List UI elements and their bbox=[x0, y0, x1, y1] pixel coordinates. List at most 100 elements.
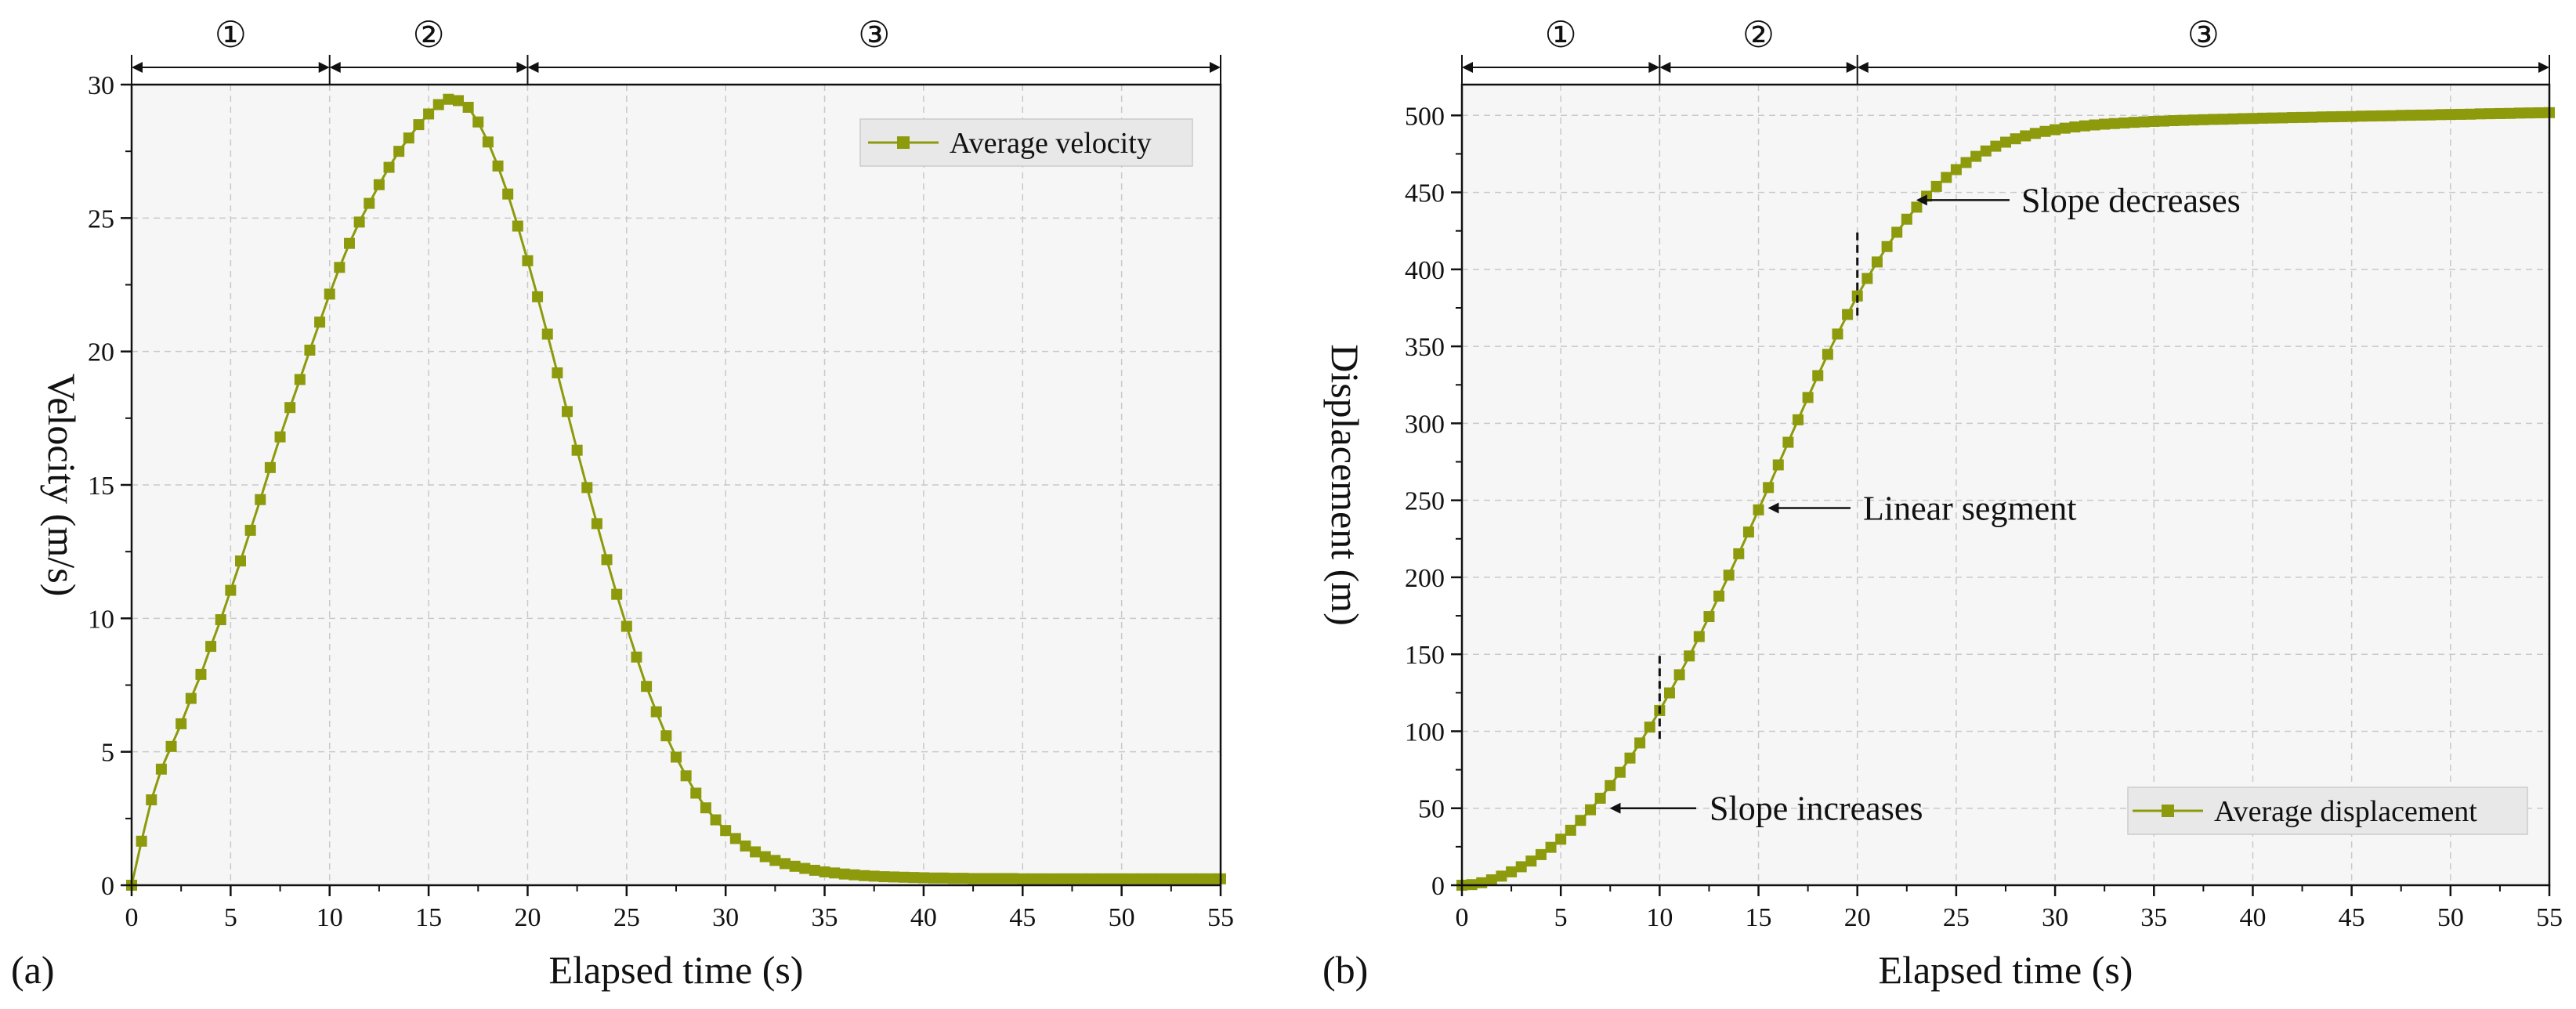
data-point bbox=[155, 763, 167, 775]
data-point bbox=[2227, 113, 2239, 125]
data-point bbox=[898, 871, 910, 883]
y-tick-label: 300 bbox=[1405, 410, 1445, 439]
y-tick-label: 100 bbox=[1405, 718, 1445, 747]
data-point bbox=[928, 872, 939, 884]
data-point bbox=[1165, 873, 1177, 884]
data-point bbox=[957, 873, 969, 884]
data-point bbox=[2217, 114, 2229, 125]
data-point bbox=[660, 730, 672, 742]
data-point bbox=[799, 863, 811, 874]
data-point bbox=[1575, 815, 1586, 826]
data-point bbox=[1723, 570, 1735, 581]
x-axis-ticks: 0 5 10 15 20 25 30 35 40 45 50 55 bbox=[125, 885, 1234, 932]
x-tick-label: 40 bbox=[910, 903, 937, 932]
data-point bbox=[917, 872, 929, 884]
x-tick-label: 50 bbox=[1109, 903, 1135, 932]
data-point bbox=[175, 718, 187, 729]
data-point bbox=[829, 867, 841, 879]
data-point bbox=[1555, 834, 1567, 845]
data-point bbox=[1565, 824, 1576, 836]
data-point bbox=[2474, 108, 2486, 120]
data-point bbox=[1056, 873, 1068, 884]
data-point bbox=[1782, 436, 1794, 448]
data-point bbox=[2415, 109, 2426, 121]
data-point bbox=[1802, 392, 1814, 403]
x-tick-label: 45 bbox=[1009, 903, 1036, 932]
data-point bbox=[2050, 124, 2061, 136]
data-point bbox=[1525, 855, 1537, 867]
data-point bbox=[403, 132, 414, 144]
data-point bbox=[136, 835, 147, 847]
data-point bbox=[2504, 107, 2516, 119]
x-tick-label: 10 bbox=[1646, 903, 1673, 932]
x-tick-label: 20 bbox=[1844, 903, 1871, 932]
data-point bbox=[690, 787, 702, 799]
legend-label: Average displacement bbox=[2214, 795, 2477, 828]
data-point bbox=[1772, 459, 1784, 471]
series-velocity bbox=[126, 93, 1226, 891]
data-point bbox=[1753, 504, 1764, 515]
data-point bbox=[2316, 111, 2328, 123]
phase-label: ① bbox=[215, 15, 247, 55]
data-point bbox=[1205, 873, 1217, 884]
data-point bbox=[2039, 125, 2051, 137]
data-point bbox=[868, 870, 880, 882]
data-point bbox=[2108, 118, 2120, 129]
data-point bbox=[2386, 110, 2397, 121]
data-point bbox=[1496, 870, 1507, 882]
data-point bbox=[541, 328, 553, 340]
data-point bbox=[671, 751, 682, 763]
x-tick-label: 35 bbox=[812, 903, 838, 932]
data-point bbox=[2484, 108, 2496, 120]
data-point bbox=[1195, 873, 1207, 884]
data-point bbox=[2435, 109, 2447, 121]
data-point bbox=[1605, 779, 1616, 791]
data-point bbox=[1017, 873, 1029, 884]
data-point bbox=[274, 431, 286, 443]
annotation-label: Linear segment bbox=[1863, 489, 2076, 527]
data-point bbox=[1476, 877, 1488, 888]
y-axis-ticks: 0 50 100 150 200 250 300 350 400 450 500 bbox=[1405, 102, 1462, 901]
data-point bbox=[1763, 482, 1775, 494]
x-tick-label: 35 bbox=[2140, 903, 2167, 932]
y-tick-label: 15 bbox=[88, 472, 114, 501]
data-point bbox=[2336, 110, 2348, 122]
data-point bbox=[1960, 157, 1972, 168]
data-point bbox=[1145, 873, 1157, 884]
data-point bbox=[947, 873, 959, 884]
data-point bbox=[1713, 590, 1725, 602]
data-point bbox=[1156, 873, 1167, 884]
data-point bbox=[2257, 112, 2269, 124]
phase-arrowhead-left bbox=[1462, 62, 1473, 73]
phase-label: ③ bbox=[2187, 15, 2220, 55]
data-point bbox=[571, 444, 583, 456]
plot-area bbox=[1462, 85, 2549, 885]
data-point bbox=[2375, 110, 2387, 121]
x-tick-label: 0 bbox=[125, 903, 139, 932]
phase-arrowhead-left bbox=[1659, 62, 1671, 73]
data-point bbox=[1733, 548, 1745, 559]
data-point bbox=[432, 99, 444, 110]
y-tick-label: 450 bbox=[1405, 179, 1445, 208]
data-point bbox=[888, 871, 899, 883]
data-point bbox=[1634, 737, 1646, 749]
data-point bbox=[789, 860, 801, 872]
data-point bbox=[2069, 121, 2081, 133]
data-point bbox=[1842, 309, 1854, 320]
phase-arrowhead-left bbox=[527, 62, 539, 73]
data-point bbox=[1594, 792, 1606, 804]
panel-b-displacement-chart: ① ② ③ 0 5 10 15 20 25 30 35 40 45 50 55 0 50 100 150 200 2… bbox=[1322, 15, 2563, 992]
annotation-label: Slope decreases bbox=[2021, 181, 2241, 219]
data-point bbox=[2207, 114, 2219, 125]
data-point bbox=[215, 614, 226, 626]
data-point bbox=[2425, 109, 2437, 121]
phase-bar: ① ② ③ bbox=[131, 15, 1221, 85]
data-point bbox=[225, 584, 237, 596]
x-tick-label: 0 bbox=[1456, 903, 1469, 932]
legend: Average displacement bbox=[2127, 787, 2528, 835]
data-point bbox=[562, 406, 573, 418]
data-point bbox=[1684, 650, 1695, 662]
data-point bbox=[492, 160, 504, 172]
panel-label: (b) bbox=[1322, 948, 1368, 992]
